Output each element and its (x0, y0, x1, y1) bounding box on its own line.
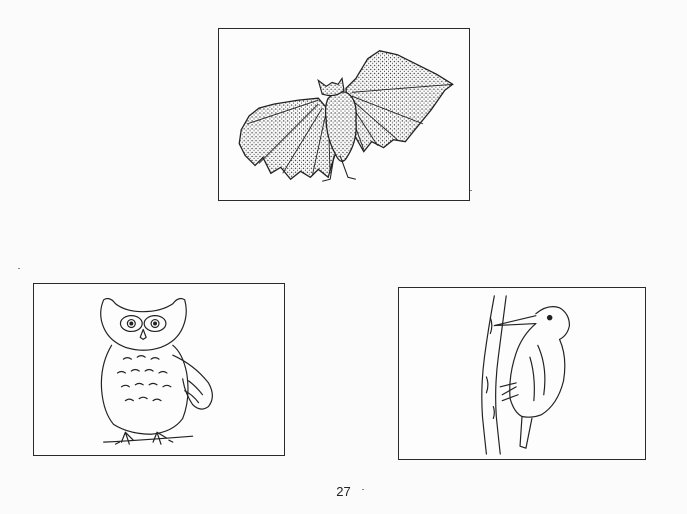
owl-icon (100, 297, 213, 445)
bat-icon (238, 50, 454, 182)
bat-picture-card (218, 28, 470, 201)
scan-speck (18, 268, 20, 269)
scan-speck (362, 489, 364, 490)
woodpecker-picture-card (398, 287, 646, 460)
page-number: 27 (336, 484, 351, 499)
scan-speck (470, 190, 472, 191)
owl-picture-card (33, 283, 285, 456)
woodpecker-icon (481, 295, 571, 455)
